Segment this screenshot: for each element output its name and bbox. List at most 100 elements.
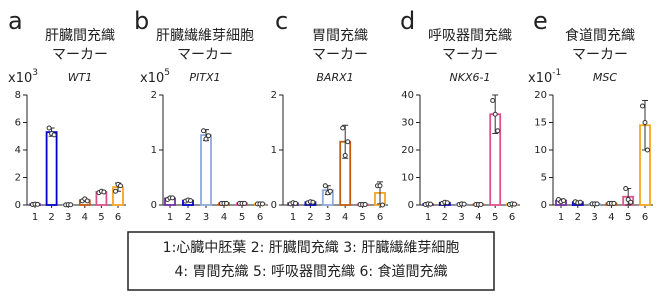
y-tick-label: 20 [534, 90, 547, 101]
data-point [461, 201, 467, 207]
x-tick-label: 6 [115, 212, 121, 223]
data-point [577, 199, 583, 205]
data-point [224, 200, 229, 206]
data-point [342, 153, 348, 158]
panel-title: マーカー [312, 47, 368, 63]
x-tick-label: 3 [203, 212, 209, 223]
x-tick-label: 2 [307, 212, 313, 223]
scale-label: x103 [8, 68, 38, 86]
panel-title: 肝臓間充織 [45, 28, 115, 44]
panel-title: マーカー [572, 47, 628, 63]
y-tick-label: 0 [408, 200, 414, 211]
panel-letter: c [275, 7, 288, 35]
data-point [327, 188, 333, 194]
data-point [322, 183, 328, 189]
data-point [68, 202, 74, 208]
x-tick-label: 5 [625, 212, 631, 223]
panel-letter: b [134, 7, 149, 35]
data-point [490, 98, 496, 103]
scale-label: x10-1 [528, 68, 561, 86]
data-point [260, 201, 265, 207]
x-tick-label: 3 [458, 212, 464, 223]
data-point [35, 201, 40, 207]
data-point [84, 198, 90, 204]
y-tick-label: 40 [401, 90, 414, 101]
y-tick-label: 0 [271, 200, 277, 211]
data-point [51, 132, 57, 138]
scale-base: x10 [528, 71, 552, 86]
x-tick-label: 4 [475, 212, 481, 223]
data-point [645, 147, 650, 153]
x-tick-label: 1 [290, 212, 296, 223]
y-tick-label: 10 [534, 145, 547, 156]
data-point [170, 195, 175, 201]
data-point [594, 201, 600, 207]
data-point [377, 183, 383, 189]
y-tick-label: 0 [151, 200, 157, 211]
y-tick-label: 1 [271, 145, 277, 156]
x-tick-label: 4 [221, 212, 227, 223]
data-point [495, 128, 501, 134]
x-tick-label: 3 [591, 212, 597, 223]
data-point [492, 111, 498, 117]
gene-label: BARX1 [316, 71, 353, 84]
scale-exponent: 5 [164, 68, 170, 78]
x-tick-label: 1 [558, 212, 564, 223]
x-tick-label: 3 [325, 212, 331, 223]
panel-letter: a [8, 7, 23, 35]
data-point [345, 139, 351, 145]
y-tick-label: 2 [151, 90, 157, 101]
x-tick-label: 5 [359, 212, 365, 223]
x-tick-label: 4 [608, 212, 614, 223]
gene-label: NKX6-1 [450, 71, 491, 84]
data-point [428, 201, 433, 207]
data-point [46, 125, 52, 131]
x-tick-label: 5 [239, 212, 245, 223]
x-tick-label: 6 [257, 212, 263, 223]
scale-exponent: -1 [552, 68, 561, 78]
legend-line: 1:心臓中胚葉 2: 肝臓間充織 3: 肝臓繊維芽細胞 [163, 240, 460, 256]
panel-title: マーカー [177, 47, 233, 63]
scale-exponent: 3 [32, 68, 38, 78]
gene-label: MSC [593, 71, 617, 84]
x-tick-label: 6 [642, 212, 648, 223]
data-point [310, 199, 316, 205]
gene-label: WT1 [68, 71, 93, 84]
data-point [206, 133, 211, 139]
y-tick-label: 30 [401, 118, 414, 129]
x-tick-label: 2 [185, 212, 191, 223]
y-tick-label: 0 [541, 200, 547, 211]
y-tick-label: 4 [15, 145, 21, 156]
y-tick-label: 20 [401, 145, 414, 156]
y-tick-label: 10 [401, 173, 414, 184]
data-point [444, 200, 450, 206]
data-point [642, 120, 648, 125]
data-point [380, 202, 385, 208]
gene-label: PITX1 [189, 71, 220, 84]
panel-title: マーカー [442, 47, 498, 63]
data-point [101, 189, 107, 195]
y-tick-label: 8 [15, 90, 21, 101]
legend-line: 4: 胃間充織 5: 呼吸器間充織 6: 食道間充織 [174, 263, 447, 280]
data-point [242, 200, 247, 206]
bar [45, 131, 58, 206]
y-tick-label: 2 [271, 90, 277, 101]
panel-title: 肝臓繊維芽細胞 [156, 28, 254, 44]
data-point [512, 201, 517, 207]
y-tick-label: 1 [151, 145, 157, 156]
scale-base: x10 [8, 71, 32, 86]
data-point [118, 183, 123, 189]
data-point [628, 199, 634, 205]
y-tick-label: 2 [15, 173, 21, 184]
data-point [640, 103, 645, 109]
panel-letter: e [533, 7, 548, 35]
x-tick-label: 4 [82, 212, 88, 223]
x-tick-label: 1 [425, 212, 431, 223]
data-point [478, 201, 484, 207]
x-tick-label: 2 [575, 212, 581, 223]
data-point [611, 200, 617, 206]
y-tick-label: 15 [534, 118, 547, 129]
data-point [293, 200, 298, 206]
data-point [561, 198, 566, 204]
panel-title: マーカー [52, 47, 108, 63]
